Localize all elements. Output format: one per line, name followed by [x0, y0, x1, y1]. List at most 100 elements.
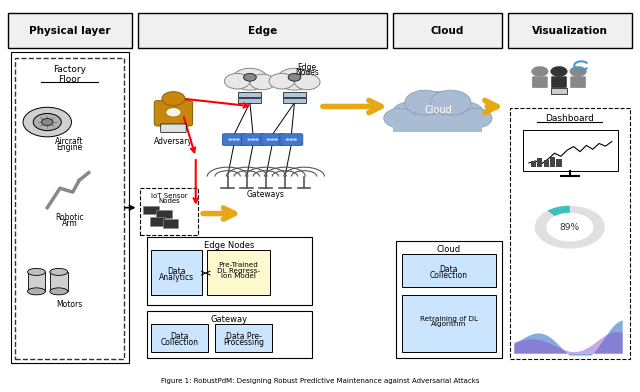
Bar	[508, 13, 632, 48]
Circle shape	[166, 108, 181, 117]
Circle shape	[288, 73, 301, 81]
Circle shape	[270, 138, 274, 141]
Text: Aircraft: Aircraft	[55, 137, 84, 146]
Ellipse shape	[50, 269, 68, 276]
Bar	[239, 92, 261, 97]
Polygon shape	[515, 321, 623, 356]
Circle shape	[247, 138, 251, 141]
Text: Retraining of DL: Retraining of DL	[420, 316, 477, 321]
FancyBboxPatch shape	[550, 88, 567, 94]
Text: Processing: Processing	[223, 338, 264, 347]
Bar	[11, 52, 129, 363]
Bar	[538, 158, 542, 167]
Text: Arm: Arm	[61, 219, 77, 228]
Bar	[151, 325, 209, 352]
Circle shape	[276, 68, 312, 90]
Circle shape	[228, 138, 232, 141]
Text: Collection: Collection	[429, 271, 468, 280]
Text: Data: Data	[440, 265, 458, 274]
Text: Floor: Floor	[58, 75, 81, 84]
Circle shape	[285, 138, 289, 141]
FancyBboxPatch shape	[223, 134, 246, 145]
Text: Gateway: Gateway	[211, 315, 248, 324]
Wedge shape	[535, 206, 605, 249]
Circle shape	[460, 109, 492, 128]
Bar	[401, 295, 496, 352]
Circle shape	[244, 73, 256, 81]
Bar	[283, 92, 306, 97]
Text: Gateways: Gateways	[247, 190, 285, 199]
Bar	[394, 116, 483, 132]
Circle shape	[232, 138, 236, 141]
Text: Edge: Edge	[248, 25, 277, 36]
Text: Edge: Edge	[298, 63, 317, 72]
Bar	[401, 254, 496, 287]
Bar	[140, 188, 198, 235]
FancyBboxPatch shape	[163, 220, 178, 228]
Circle shape	[266, 138, 270, 141]
Circle shape	[532, 66, 548, 76]
Circle shape	[255, 138, 259, 141]
Bar	[207, 250, 270, 295]
Circle shape	[442, 102, 484, 127]
Bar	[531, 161, 536, 167]
Bar	[15, 58, 124, 359]
Circle shape	[162, 92, 185, 106]
FancyBboxPatch shape	[156, 210, 172, 218]
Text: Motors: Motors	[56, 301, 83, 309]
Ellipse shape	[28, 288, 45, 295]
Text: Data: Data	[168, 267, 186, 276]
FancyBboxPatch shape	[532, 76, 547, 88]
Circle shape	[250, 74, 275, 90]
Text: Collection: Collection	[161, 338, 199, 347]
Text: Nodes: Nodes	[158, 198, 180, 204]
Bar	[215, 325, 272, 352]
Bar	[283, 98, 306, 103]
Circle shape	[404, 90, 445, 115]
Text: Edge Nodes: Edge Nodes	[204, 241, 255, 250]
Bar	[523, 130, 618, 171]
Circle shape	[251, 138, 255, 141]
Circle shape	[293, 138, 297, 141]
Bar	[147, 311, 312, 358]
FancyBboxPatch shape	[143, 206, 159, 214]
Bar	[151, 250, 202, 295]
Text: DL Regress-: DL Regress-	[217, 268, 260, 274]
Text: IoT Sensor: IoT Sensor	[150, 193, 188, 199]
Ellipse shape	[50, 288, 68, 295]
Bar	[138, 13, 387, 48]
Bar	[396, 241, 502, 358]
Text: Factory: Factory	[53, 65, 86, 74]
Text: Algorithm: Algorithm	[431, 321, 467, 327]
FancyBboxPatch shape	[260, 134, 284, 145]
Bar	[394, 13, 502, 48]
FancyBboxPatch shape	[551, 76, 566, 88]
FancyBboxPatch shape	[150, 218, 165, 226]
Bar	[550, 157, 555, 167]
Circle shape	[550, 66, 567, 76]
Circle shape	[289, 138, 293, 141]
Text: Dashboard: Dashboard	[545, 114, 594, 123]
Text: Adversary: Adversary	[154, 137, 193, 146]
Bar	[510, 109, 630, 359]
Text: 89%: 89%	[560, 223, 580, 232]
Wedge shape	[547, 206, 570, 216]
FancyBboxPatch shape	[242, 134, 264, 145]
Ellipse shape	[28, 269, 45, 276]
Bar	[556, 159, 561, 167]
Text: Analytics: Analytics	[159, 273, 194, 282]
FancyBboxPatch shape	[154, 101, 193, 126]
Bar	[543, 160, 548, 167]
FancyBboxPatch shape	[570, 76, 586, 88]
Text: Nodes: Nodes	[295, 68, 319, 77]
Bar	[8, 13, 132, 48]
Text: Cloud: Cloud	[437, 245, 461, 254]
Bar	[239, 98, 261, 103]
Text: Robotic: Robotic	[55, 213, 84, 222]
Circle shape	[570, 66, 586, 76]
Bar	[28, 272, 45, 291]
Circle shape	[42, 118, 53, 125]
Circle shape	[232, 68, 268, 90]
Bar	[50, 272, 68, 291]
Circle shape	[407, 92, 468, 129]
